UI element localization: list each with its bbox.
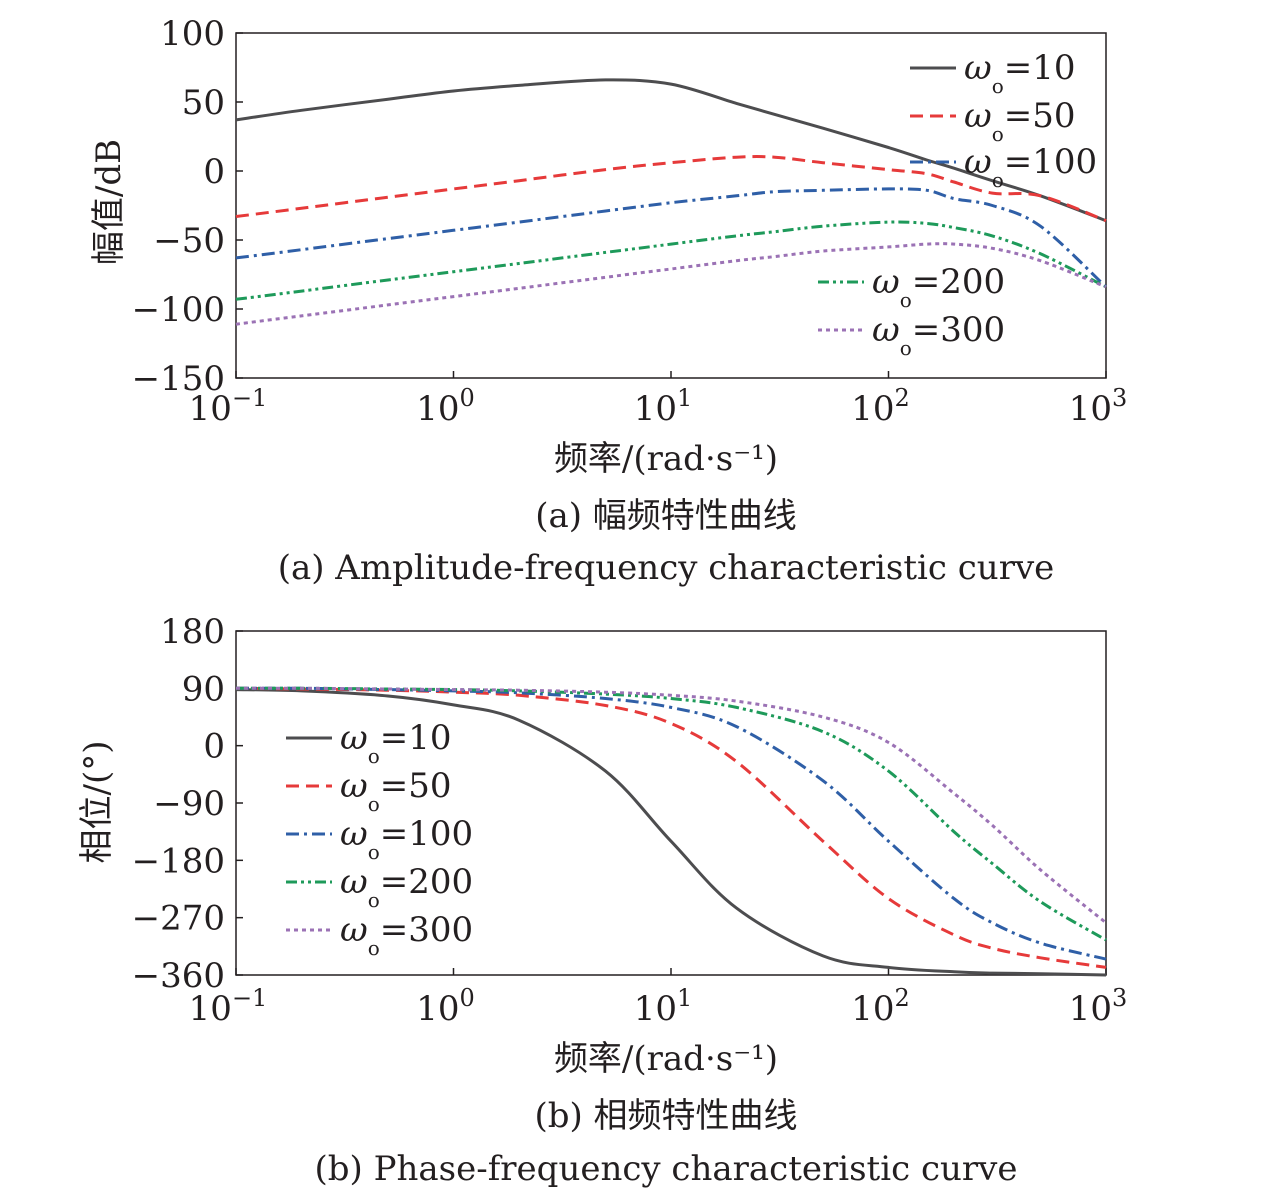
y-tick-label: −180 xyxy=(132,841,225,881)
y-tick-label: −270 xyxy=(132,899,225,939)
caption-b-chinese: (b) 相频特性曲线 xyxy=(534,1096,797,1136)
phase-y-axis-label: 相位/(°) xyxy=(77,741,117,864)
legend-entry: ωo=300 xyxy=(818,310,1005,360)
legend-entry: ωo=50 xyxy=(910,96,1076,146)
legend-label: ωo=10 xyxy=(964,48,1076,98)
amplitude-plot-area xyxy=(235,32,1107,379)
x-tick-label: 100 xyxy=(416,384,475,429)
y-tick-label: −360 xyxy=(132,956,225,996)
x-tick-label: 10−1 xyxy=(189,384,268,429)
legend-label: ωo=300 xyxy=(340,910,473,960)
caption-a-chinese: (a) 幅频特性曲线 xyxy=(535,496,797,536)
legend-label: ωo=50 xyxy=(964,96,1076,146)
amplitude-y-tick-labels: 100 50 0 −50 −100 −150 xyxy=(132,14,225,399)
x-tick-label: 103 xyxy=(1069,384,1128,429)
y-tick-label: 90 xyxy=(182,669,225,709)
y-tick-label: 50 xyxy=(182,83,225,123)
legend-label: ωo=100 xyxy=(964,142,1097,192)
x-tick-label: 10−1 xyxy=(189,984,268,1029)
x-tick-label: 102 xyxy=(851,384,910,429)
series-line-omega-10 xyxy=(235,78,1107,223)
amplitude-x-tick-labels: 10−1 100 101 102 103 xyxy=(189,384,1128,429)
amplitude-series-layer xyxy=(235,78,1108,326)
phase-x-tick-labels: 10−1 100 101 102 103 xyxy=(189,984,1128,1029)
phase-series-layer xyxy=(235,686,1107,977)
legend-entry: ωo=50 xyxy=(286,766,452,816)
caption-b-english: (b) Phase-frequency characteristic curve xyxy=(315,1149,1018,1189)
y-tick-label: 180 xyxy=(160,612,225,652)
series-line-omega-100 xyxy=(235,686,1107,961)
y-tick-label: 0 xyxy=(203,727,225,767)
legend-entry: ωo=200 xyxy=(818,262,1005,312)
caption-a-english: (a) Amplitude-frequency characteristic c… xyxy=(278,548,1055,588)
amplitude-y-axis-label: 幅值/dB xyxy=(89,139,129,265)
series-line-omega-200 xyxy=(235,220,1107,301)
x-tick-label: 100 xyxy=(416,984,475,1029)
phase-y-tick-labels: 180 90 0 −90 −180 −270 −360 xyxy=(132,612,225,996)
phase-x-axis-label: 频率/(rad·s⁻¹) xyxy=(554,1039,778,1079)
y-tick-label: −100 xyxy=(132,290,225,330)
series-line-omega-50 xyxy=(235,155,1107,223)
legend-label: ωo=200 xyxy=(872,262,1005,312)
legend-label: ωo=10 xyxy=(340,718,452,768)
y-tick-label: −50 xyxy=(153,221,225,261)
y-tick-label: 0 xyxy=(203,152,225,192)
amplitude-chart: 100 50 0 −50 −100 −150 10−1 100 101 102 103 ωo=10… xyxy=(89,14,1127,479)
series-line-omega-100 xyxy=(235,187,1108,289)
legend-label: ωo=100 xyxy=(340,814,473,864)
series-line-omega-10 xyxy=(235,688,1107,977)
legend-entry: ωo=10 xyxy=(286,718,452,768)
legend-entry: ωo=200 xyxy=(286,862,473,912)
legend-entry: ωo=300 xyxy=(286,910,473,960)
legend-entry: ωo=100 xyxy=(286,814,473,864)
y-tick-label: −150 xyxy=(132,359,225,399)
series-line-omega-300 xyxy=(235,242,1107,326)
legend-entry: ωo=10 xyxy=(910,48,1076,98)
legend-entry: ωo=100 xyxy=(910,142,1097,192)
amplitude-x-axis-label: 频率/(rad·s⁻¹) xyxy=(554,439,778,479)
x-tick-label: 101 xyxy=(634,384,693,429)
y-tick-label: 100 xyxy=(160,14,225,54)
series-line-omega-50 xyxy=(235,686,1107,969)
x-tick-label: 101 xyxy=(634,984,693,1029)
x-tick-label: 102 xyxy=(851,984,910,1029)
phase-chart: 180 90 0 −90 −180 −270 −360 10−1 100 101 102 103 ω… xyxy=(77,612,1127,1079)
x-tick-label: 103 xyxy=(1069,984,1128,1029)
y-tick-label: −90 xyxy=(153,784,225,824)
legend-label: ωo=50 xyxy=(340,766,452,816)
legend-label: ωo=200 xyxy=(340,862,473,912)
series-line-omega-300 xyxy=(235,686,1107,924)
legend-label: ωo=300 xyxy=(872,310,1005,360)
